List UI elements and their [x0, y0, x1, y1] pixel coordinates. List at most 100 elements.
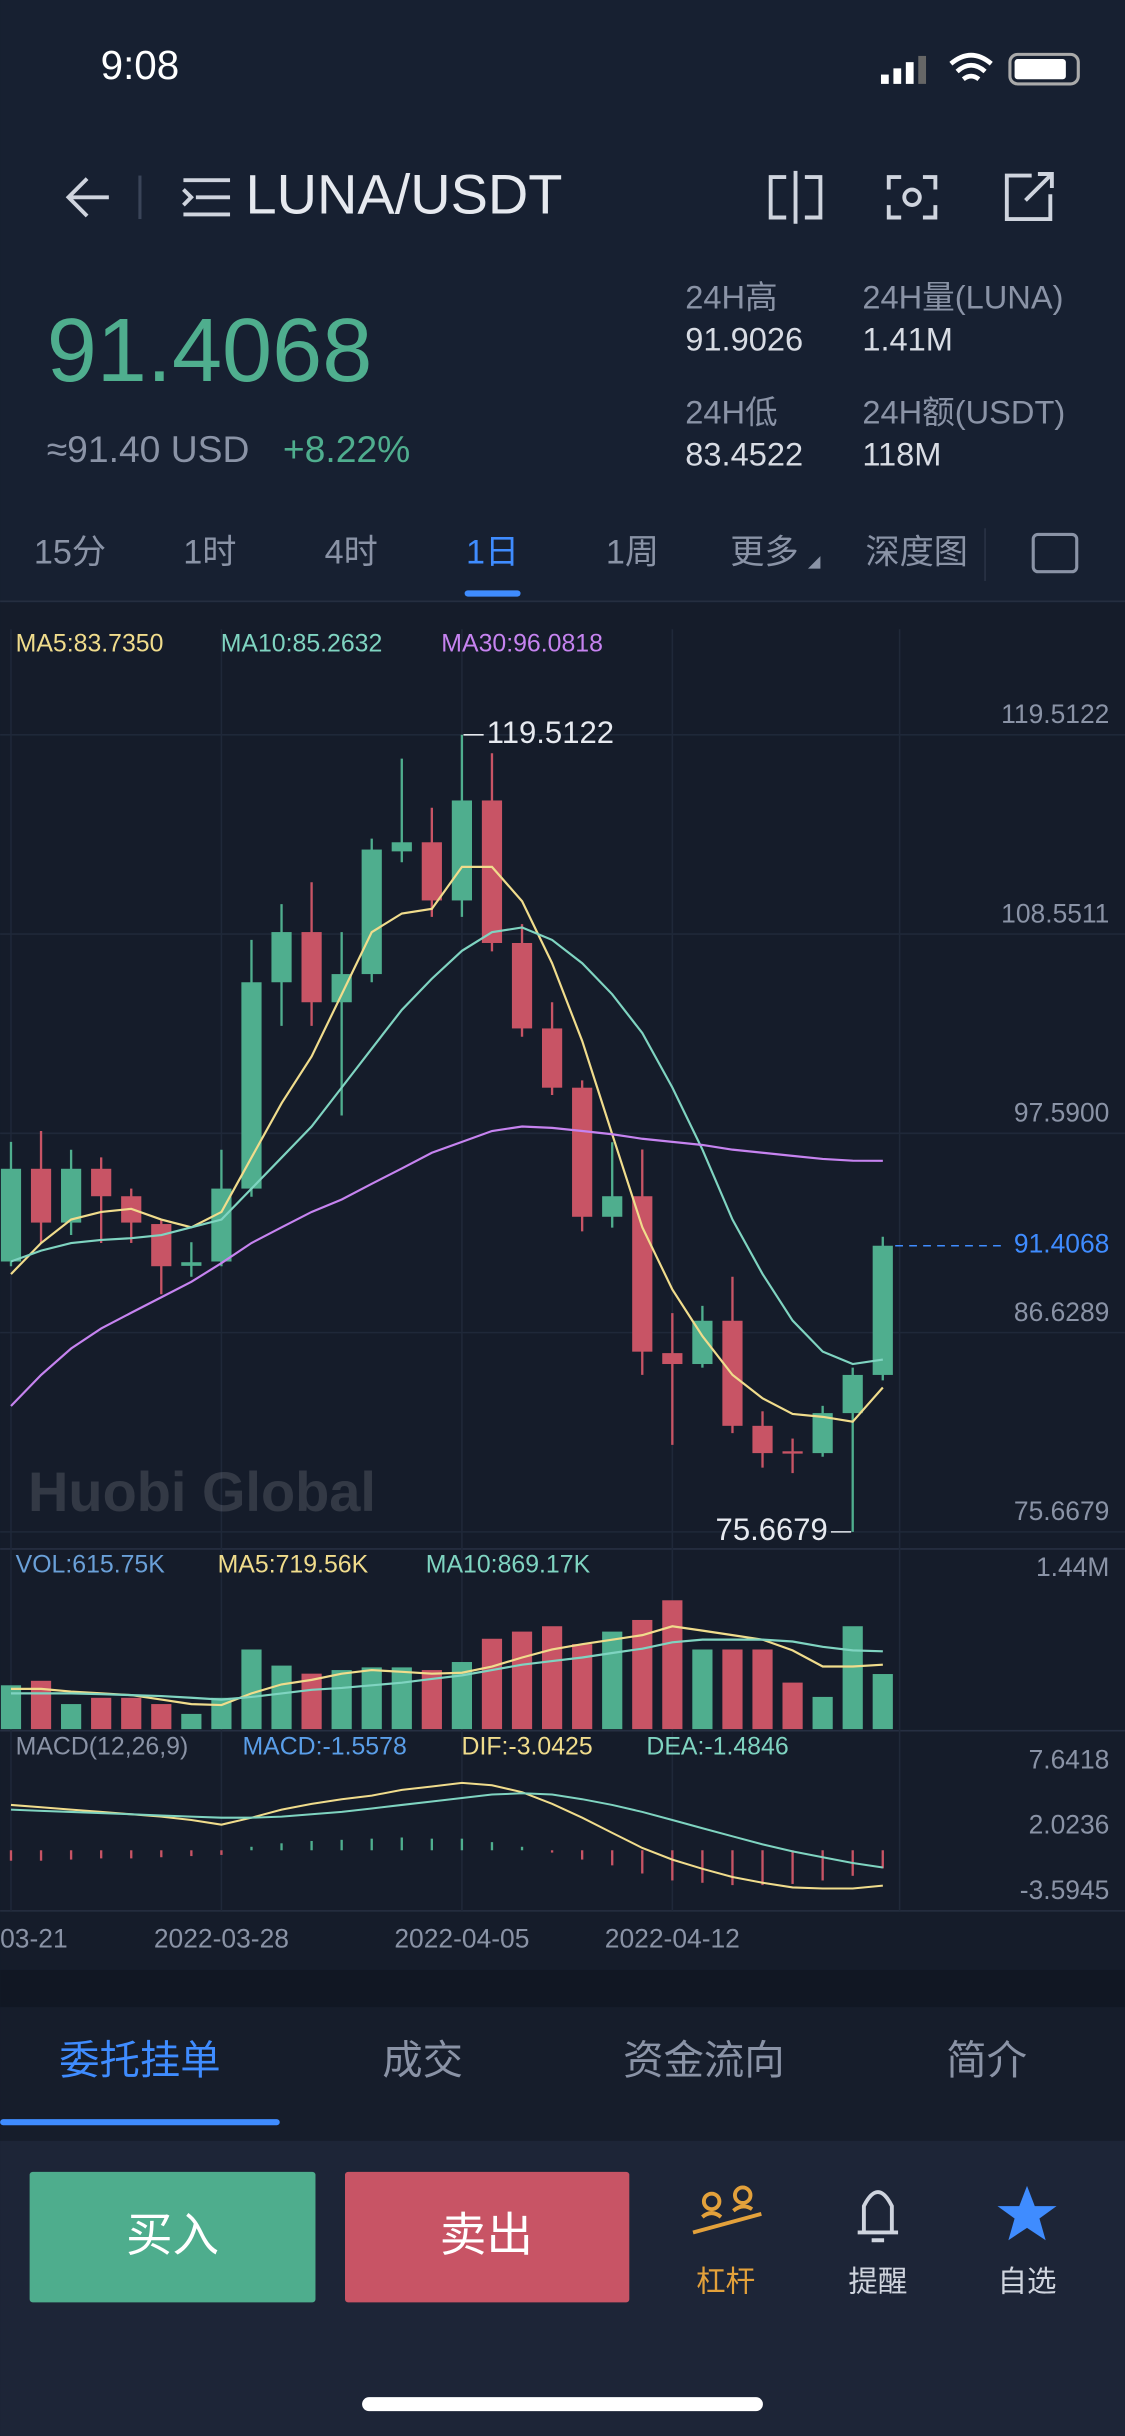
chart-settings-icon[interactable]: [1031, 532, 1079, 574]
volume-bar: [181, 1713, 202, 1730]
interval-tab[interactable]: 深度图: [865, 534, 967, 572]
watermark: Huobi Global: [28, 1460, 376, 1523]
volume-bar: [0, 1685, 22, 1730]
alert-icon[interactable]: [857, 2190, 899, 2243]
tool-label: 自选: [998, 2266, 1057, 2299]
indicator-line: [10, 865, 884, 1423]
candle-body: [752, 1425, 773, 1454]
active-tab-indicator: [0, 2119, 280, 2126]
legend-item: MA5:719.56K: [218, 1552, 369, 1579]
interval-tab[interactable]: 更多: [730, 534, 798, 572]
volume-bar: [61, 1704, 82, 1730]
volume-bar: [91, 1697, 112, 1730]
screenshot-icon-lens: [902, 187, 922, 208]
menu-icon[interactable]: [182, 178, 231, 217]
legend-item: VOL:615.75K: [16, 1552, 166, 1579]
max-label: 119.5122: [487, 715, 614, 750]
y-tick-label: 86.6289: [1014, 1297, 1109, 1327]
interval-tab[interactable]: 1周: [606, 534, 659, 572]
bottom-tab[interactable]: 资金流向: [623, 2037, 784, 2083]
candle-body: [181, 1262, 202, 1266]
volume-bar: [812, 1696, 833, 1730]
x-tick-label: 2022-04-05: [394, 1923, 529, 1953]
last-price: 91.4068: [47, 300, 373, 401]
candle-body: [0, 1168, 22, 1262]
indicator-line: [10, 926, 884, 1366]
pair-title: LUNA/USDT: [246, 163, 563, 226]
x-tick-label: 2022-03-28: [154, 1923, 289, 1953]
candle-body: [421, 842, 442, 901]
stat-value: 118M: [862, 435, 941, 472]
tool-label: 提醒: [848, 2266, 907, 2299]
bottom-tab[interactable]: 成交: [382, 2037, 463, 2083]
interval-tab[interactable]: 4时: [325, 534, 378, 572]
indicator-line: [10, 1625, 883, 1707]
candle-body: [662, 1353, 683, 1365]
candle-body: [331, 974, 352, 1003]
volume-bar: [872, 1674, 893, 1730]
volume-bar: [421, 1670, 442, 1730]
candle-body: [602, 1196, 623, 1217]
volume-bar: [331, 1670, 352, 1730]
volume-bar: [752, 1649, 773, 1730]
indicator-line: [10, 1125, 883, 1407]
volume-bar: [451, 1662, 473, 1730]
indicator-line: [10, 1638, 883, 1701]
interval-tab[interactable]: 15分: [34, 534, 106, 572]
candle-body: [391, 842, 412, 852]
buy-button[interactable]: [29, 2171, 316, 2303]
stat-label: 24H高: [685, 278, 777, 315]
legend-item: DIF:-3.0425: [462, 1733, 593, 1760]
interval-tab[interactable]: 1时: [183, 534, 236, 572]
candle-body: [842, 1374, 863, 1414]
screenshot-icon[interactable]: [886, 175, 938, 220]
candle-body: [271, 932, 292, 983]
volume-bar: [842, 1626, 863, 1730]
compare-icon[interactable]: [768, 170, 823, 224]
home-indicator: [362, 2397, 763, 2412]
min-label: 75.6679: [716, 1512, 828, 1547]
legend-item: MA5:83.7350: [16, 630, 164, 657]
sell-button[interactable]: [345, 2171, 630, 2303]
legend-item: MA30:96.0818: [441, 630, 603, 657]
candle-body: [632, 1196, 653, 1352]
volume-bar: [361, 1667, 382, 1730]
last-price-label: 91.4068: [1014, 1229, 1109, 1259]
y-tick-label: 119.5122: [1001, 699, 1109, 729]
candle-body: [572, 1087, 593, 1217]
volume-bar: [241, 1649, 262, 1730]
volume-bar: [481, 1638, 503, 1730]
volume-bar: [271, 1665, 292, 1730]
y-tick-label: 75.6679: [1014, 1496, 1109, 1526]
buy-label: 买入: [126, 2209, 219, 2261]
stat-value: 83.4522: [685, 435, 803, 472]
candle-body: [782, 1451, 803, 1454]
volume-bar: [151, 1704, 172, 1730]
volume-bar: [121, 1697, 142, 1730]
candle-body: [91, 1168, 112, 1197]
stat-label: 24H量(LUNA): [862, 278, 1063, 315]
y-tick-label: 1.44M: [1036, 1552, 1109, 1582]
interval-tab[interactable]: 1日: [466, 534, 519, 572]
candle-body: [151, 1224, 172, 1267]
back-button[interactable]: [65, 177, 109, 218]
bottom-tab[interactable]: 委托挂单: [59, 2037, 221, 2083]
stat-label: 24H低: [685, 393, 777, 430]
stat-value: 1.41M: [862, 320, 953, 357]
share-icon[interactable]: [1004, 172, 1054, 221]
y-tick-label: 2.0236: [1029, 1810, 1110, 1840]
volume-bar: [692, 1649, 713, 1730]
volume-bar: [301, 1673, 322, 1730]
battery-level: [1014, 59, 1066, 80]
wifi-icon: [949, 52, 993, 82]
sell-label: 卖出: [440, 2209, 533, 2261]
x-tick-label: 2022-04-12: [605, 1923, 740, 1953]
leverage-icon[interactable]: [692, 2185, 762, 2235]
bottom-tab[interactable]: 简介: [946, 2037, 1027, 2083]
stat-value: 91.9026: [685, 320, 803, 357]
candle-body: [872, 1245, 893, 1375]
volume-bar: [572, 1644, 593, 1730]
legend-item: MA10:85.2632: [221, 630, 383, 657]
gap: [0, 1969, 1125, 2008]
